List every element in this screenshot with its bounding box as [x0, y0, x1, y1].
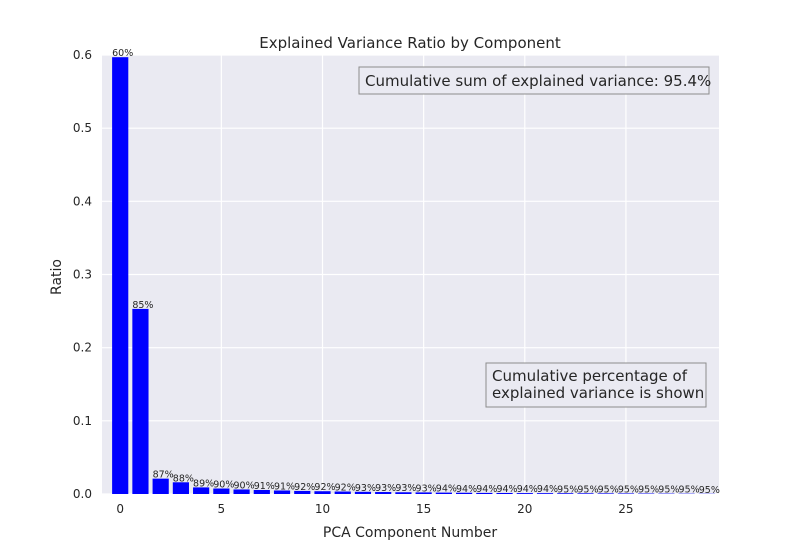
- x-ticks: 0 5 10 15 20 25: [116, 502, 633, 516]
- bar-data-label: 92%: [335, 483, 356, 494]
- bar: [354, 491, 372, 494]
- bar: [536, 493, 554, 494]
- bar: [577, 493, 594, 494]
- bar-data-label: 95%: [557, 484, 578, 495]
- bar-data-label: 91%: [254, 481, 275, 492]
- bar: [152, 478, 169, 494]
- chart-title: Explained Variance Ratio by Component: [259, 34, 561, 52]
- y-tick-label: 0.6: [73, 48, 92, 62]
- bar: [233, 489, 250, 494]
- bar-data-label: 85%: [132, 300, 153, 311]
- bar-data-label: 60%: [112, 48, 133, 59]
- bar-data-label: 91%: [274, 481, 295, 492]
- y-tick-label: 0.2: [73, 341, 92, 355]
- bar-labels: 60%85%87% 88% 89% 90% 90% 91% 91% 92% 92% 92% 93% 9…: [112, 48, 720, 496]
- bar: [456, 492, 473, 494]
- bar: [193, 487, 210, 494]
- bar: [112, 57, 129, 494]
- x-axis-label: PCA Component Number: [323, 525, 497, 541]
- bar-data-label: 94%: [517, 484, 538, 495]
- y-axis-label: Ratio: [49, 259, 65, 295]
- y-ticks: 0.0 0.1 0.2 0.3 0.4 0.5 0.6: [73, 48, 92, 501]
- x-tick-label: 5: [218, 502, 226, 516]
- bar: [375, 492, 392, 494]
- bar-data-label: 94%: [456, 484, 477, 495]
- bar: [415, 492, 432, 494]
- bar-data-label: 95%: [598, 484, 619, 495]
- bar: [253, 489, 270, 494]
- bar-data-label: 92%: [314, 482, 335, 493]
- x-tick-label: 15: [416, 502, 431, 516]
- bar: [395, 492, 412, 494]
- grid: [102, 54, 719, 495]
- bar: [132, 308, 149, 494]
- bar: [557, 493, 574, 494]
- y-tick-label: 0.1: [73, 414, 92, 428]
- bar: [213, 488, 230, 494]
- bar: [597, 493, 614, 494]
- bar-data-label: 95%: [618, 484, 639, 495]
- y-tick-label: 0.3: [73, 268, 92, 282]
- bar: [496, 492, 513, 494]
- bar-data-label: 94%: [476, 484, 497, 495]
- annotation-text-line-2: explained variance is shown: [492, 384, 704, 402]
- x-tick-label: 25: [618, 502, 633, 516]
- x-tick-label: 10: [315, 502, 330, 516]
- bars: [112, 57, 715, 494]
- bar-data-label: 88%: [173, 473, 194, 484]
- bar-data-label: 94%: [436, 484, 457, 495]
- annotation-box: [358, 66, 710, 95]
- bar: [516, 493, 533, 494]
- bar-data-label: 95%: [658, 485, 679, 496]
- bar-data-label: 95%: [638, 485, 659, 496]
- bar-data-label: 87%: [153, 470, 174, 481]
- bar-data-label: 90%: [213, 480, 234, 491]
- bar-data-label: 93%: [416, 483, 437, 494]
- bar: [476, 492, 493, 494]
- y-tick-label: 0.0: [73, 487, 92, 501]
- bar: [273, 490, 291, 494]
- bar-data-label: 93%: [355, 483, 376, 494]
- bar-data-label: 95%: [679, 485, 700, 496]
- bar: [334, 491, 351, 494]
- bar-data-label: 92%: [294, 482, 315, 493]
- bar: [617, 493, 635, 494]
- bar-data-label: 90%: [233, 480, 254, 491]
- x-tick-label: 20: [517, 502, 532, 516]
- annotation-text: Cumulative sum of explained variance: 95…: [365, 72, 711, 90]
- x-tick-label: 0: [116, 502, 124, 516]
- bar-data-label: 94%: [537, 484, 558, 495]
- annotation-cumulative-sum: Cumulative sum of explained variance: 95…: [358, 66, 711, 95]
- bar: [294, 490, 311, 494]
- annotation-note: Cumulative percentage of explained varia…: [485, 362, 707, 408]
- bar-data-label: 95%: [699, 485, 720, 496]
- bar-data-label: 93%: [375, 483, 396, 494]
- bar: [172, 482, 189, 494]
- y-tick-label: 0.5: [73, 121, 92, 135]
- bar: [314, 491, 331, 494]
- annotation-box: [485, 362, 707, 408]
- bar-data-label: 94%: [496, 484, 517, 495]
- y-tick-label: 0.4: [73, 194, 92, 208]
- bar-data-label: 93%: [395, 483, 416, 494]
- annotation-text-line-1: Cumulative percentage of: [492, 367, 688, 385]
- bar: [435, 492, 452, 494]
- bar-data-label: 89%: [193, 478, 214, 489]
- bar-data-label: 95%: [577, 484, 598, 495]
